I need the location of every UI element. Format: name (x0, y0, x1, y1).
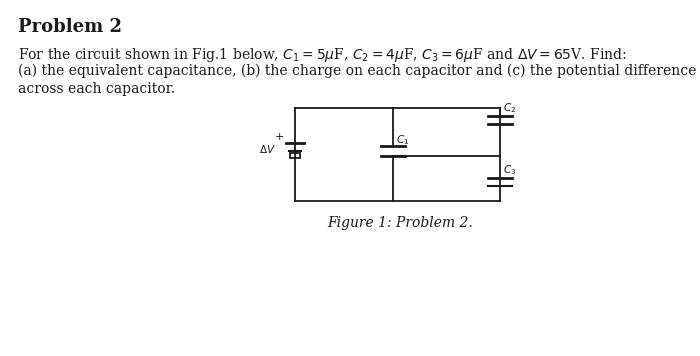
Text: +: + (274, 132, 284, 142)
Text: $C_1$: $C_1$ (396, 133, 410, 147)
Text: For the circuit shown in Fig.1 below, $C_1 = 5\mu$F, $C_2 = 4\mu$F, $C_3 = 6\mu$: For the circuit shown in Fig.1 below, $C… (18, 46, 626, 64)
Text: $\Delta V$: $\Delta V$ (259, 143, 276, 155)
Text: (a) the equivalent capacitance, (b) the charge on each capacitor and (c) the pot: (a) the equivalent capacitance, (b) the … (18, 64, 696, 78)
Text: $C_3$: $C_3$ (503, 163, 517, 177)
Bar (290, 153, 300, 158)
Text: Problem 2: Problem 2 (18, 18, 122, 36)
Text: $C_2$: $C_2$ (503, 101, 516, 115)
Text: Figure 1: Problem 2.: Figure 1: Problem 2. (327, 216, 473, 230)
Text: across each capacitor.: across each capacitor. (18, 82, 175, 96)
